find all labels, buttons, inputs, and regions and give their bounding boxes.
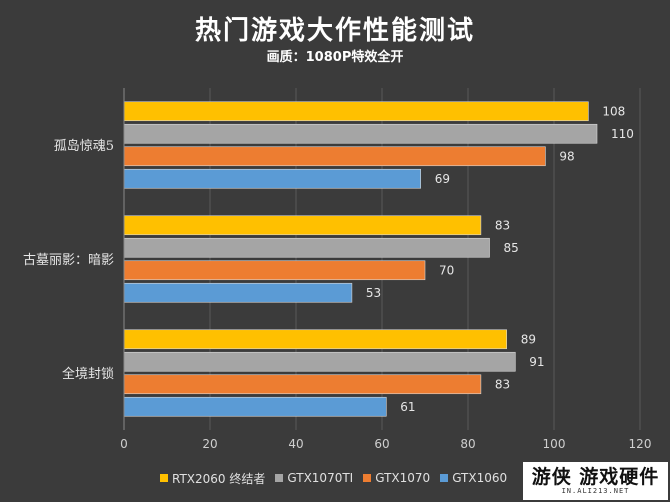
x-tick-label: 20 xyxy=(202,437,217,451)
x-tick-label: 0 xyxy=(120,437,128,451)
bar xyxy=(123,101,589,122)
legend-label: GTX1070TI xyxy=(287,471,354,485)
chart-title: 热门游戏大作性能测试 xyxy=(194,16,475,46)
category-label: 孤岛惊魂5 xyxy=(54,138,114,154)
x-tick-label: 80 xyxy=(460,437,475,451)
data-label: 91 xyxy=(529,355,544,369)
bar xyxy=(123,215,482,236)
legend-item: GTX1060 xyxy=(440,471,507,485)
bar xyxy=(123,123,598,144)
legend-item: GTX1070 xyxy=(363,471,430,485)
site-logo: 游侠 游戏硬件 IN.ALI213.NET xyxy=(523,462,668,500)
bar xyxy=(123,146,546,167)
data-label: 69 xyxy=(435,172,450,186)
chart-subtitle: 画质：1080P特效全开 xyxy=(266,50,404,65)
bar xyxy=(123,396,387,417)
bar xyxy=(123,168,422,189)
legend-label: GTX1070 xyxy=(375,471,431,485)
legend-swatch xyxy=(440,474,449,482)
legend-label: RTX2060 终结者 xyxy=(172,471,266,486)
legend-label: GTX1060 xyxy=(452,471,508,485)
x-tick-label: 40 xyxy=(288,437,303,451)
legend-swatch xyxy=(275,474,284,482)
bar xyxy=(123,374,482,395)
legend-swatch xyxy=(363,474,372,482)
bar xyxy=(123,282,353,303)
data-label: 110 xyxy=(611,127,634,141)
x-tick-label: 100 xyxy=(543,437,566,451)
bar xyxy=(123,237,490,258)
data-label: 98 xyxy=(559,149,574,163)
data-label: 53 xyxy=(366,286,381,300)
category-label: 古墓丽影：暗影 xyxy=(23,253,114,268)
data-label: 83 xyxy=(495,377,510,391)
legend-item: RTX2060 终结者 xyxy=(160,470,265,487)
bar-chart: 0 20 40 60 80 100 120 108 110 98 69 孤岛惊魂5 83 85 70 53 古墓… xyxy=(23,88,652,451)
logo-text: 游侠 游戏硬件 xyxy=(531,465,660,488)
legend-item: GTX1070TI xyxy=(275,471,353,485)
data-label: 108 xyxy=(602,104,625,118)
logo-url: IN.ALI213.NET xyxy=(561,486,630,495)
data-label: 70 xyxy=(439,263,454,277)
data-label: 61 xyxy=(400,400,415,414)
legend-swatch xyxy=(160,474,168,482)
category-label: 全境封锁 xyxy=(62,366,114,382)
bar xyxy=(123,260,426,281)
data-label: 89 xyxy=(521,332,536,346)
bar xyxy=(123,329,508,350)
data-label: 83 xyxy=(495,218,510,232)
x-tick-label: 120 xyxy=(629,437,652,451)
bar xyxy=(123,351,516,372)
x-tick-label: 60 xyxy=(374,437,389,451)
chart-legend: RTX2060 终结者 GTX1070TI GTX1070 GTX1060 xyxy=(160,470,507,486)
data-label: 85 xyxy=(504,241,519,255)
